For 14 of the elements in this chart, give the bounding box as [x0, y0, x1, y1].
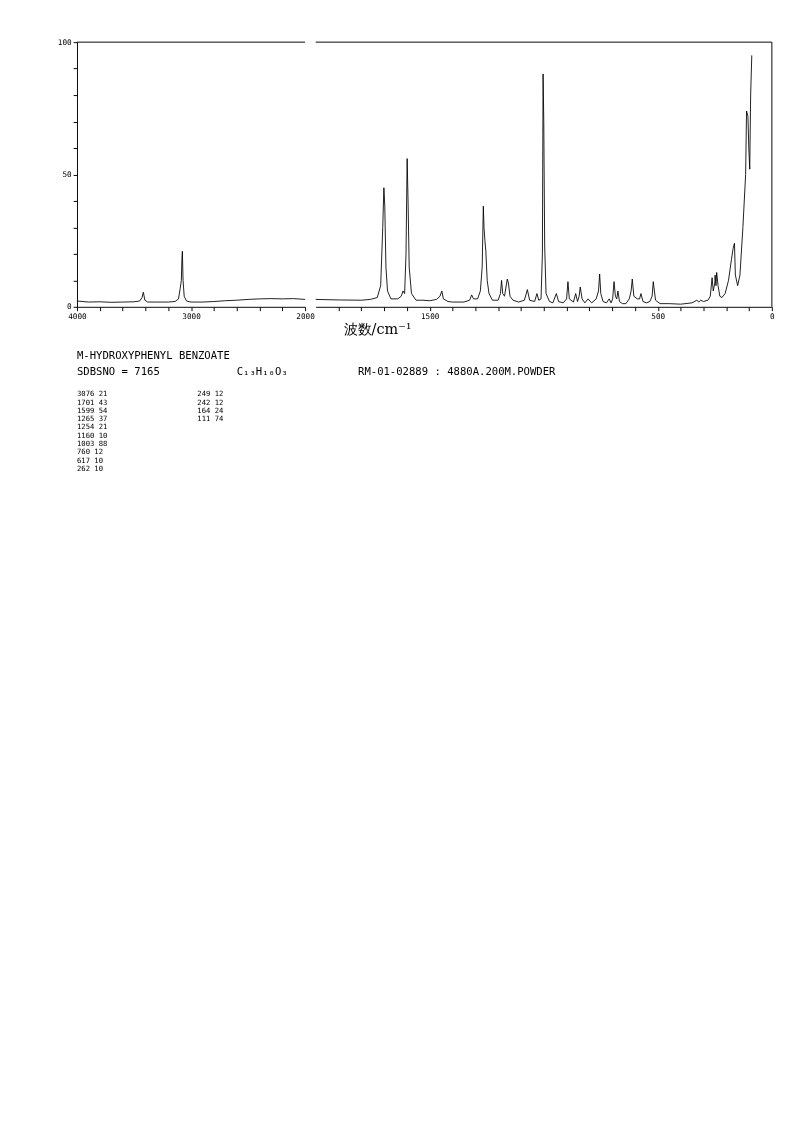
- text: C₁₃H₁₀O₃: [236, 365, 288, 378]
- text: SDBSNO = 7165: [76, 365, 160, 378]
- x-tick-label: 3000: [182, 311, 202, 321]
- x-tick-label: 1500: [420, 311, 440, 321]
- x-tick-label: 4000: [68, 311, 88, 321]
- y-tick-label: 50: [62, 169, 73, 179]
- text: M-HYDROXYPHENYL BENZOATE: [76, 348, 230, 361]
- text: RM-01-02889 : 4880A.200M.POWDER: [358, 365, 557, 378]
- x-tick-label: 0: [770, 311, 776, 321]
- y-tick-label: 100: [57, 37, 73, 47]
- y-tick-label: 0: [67, 302, 73, 312]
- x-axis-title: 波数/cm⁻¹: [343, 321, 412, 338]
- x-tick-label: 500: [651, 311, 666, 321]
- x-tick-label: 2000: [296, 311, 316, 321]
